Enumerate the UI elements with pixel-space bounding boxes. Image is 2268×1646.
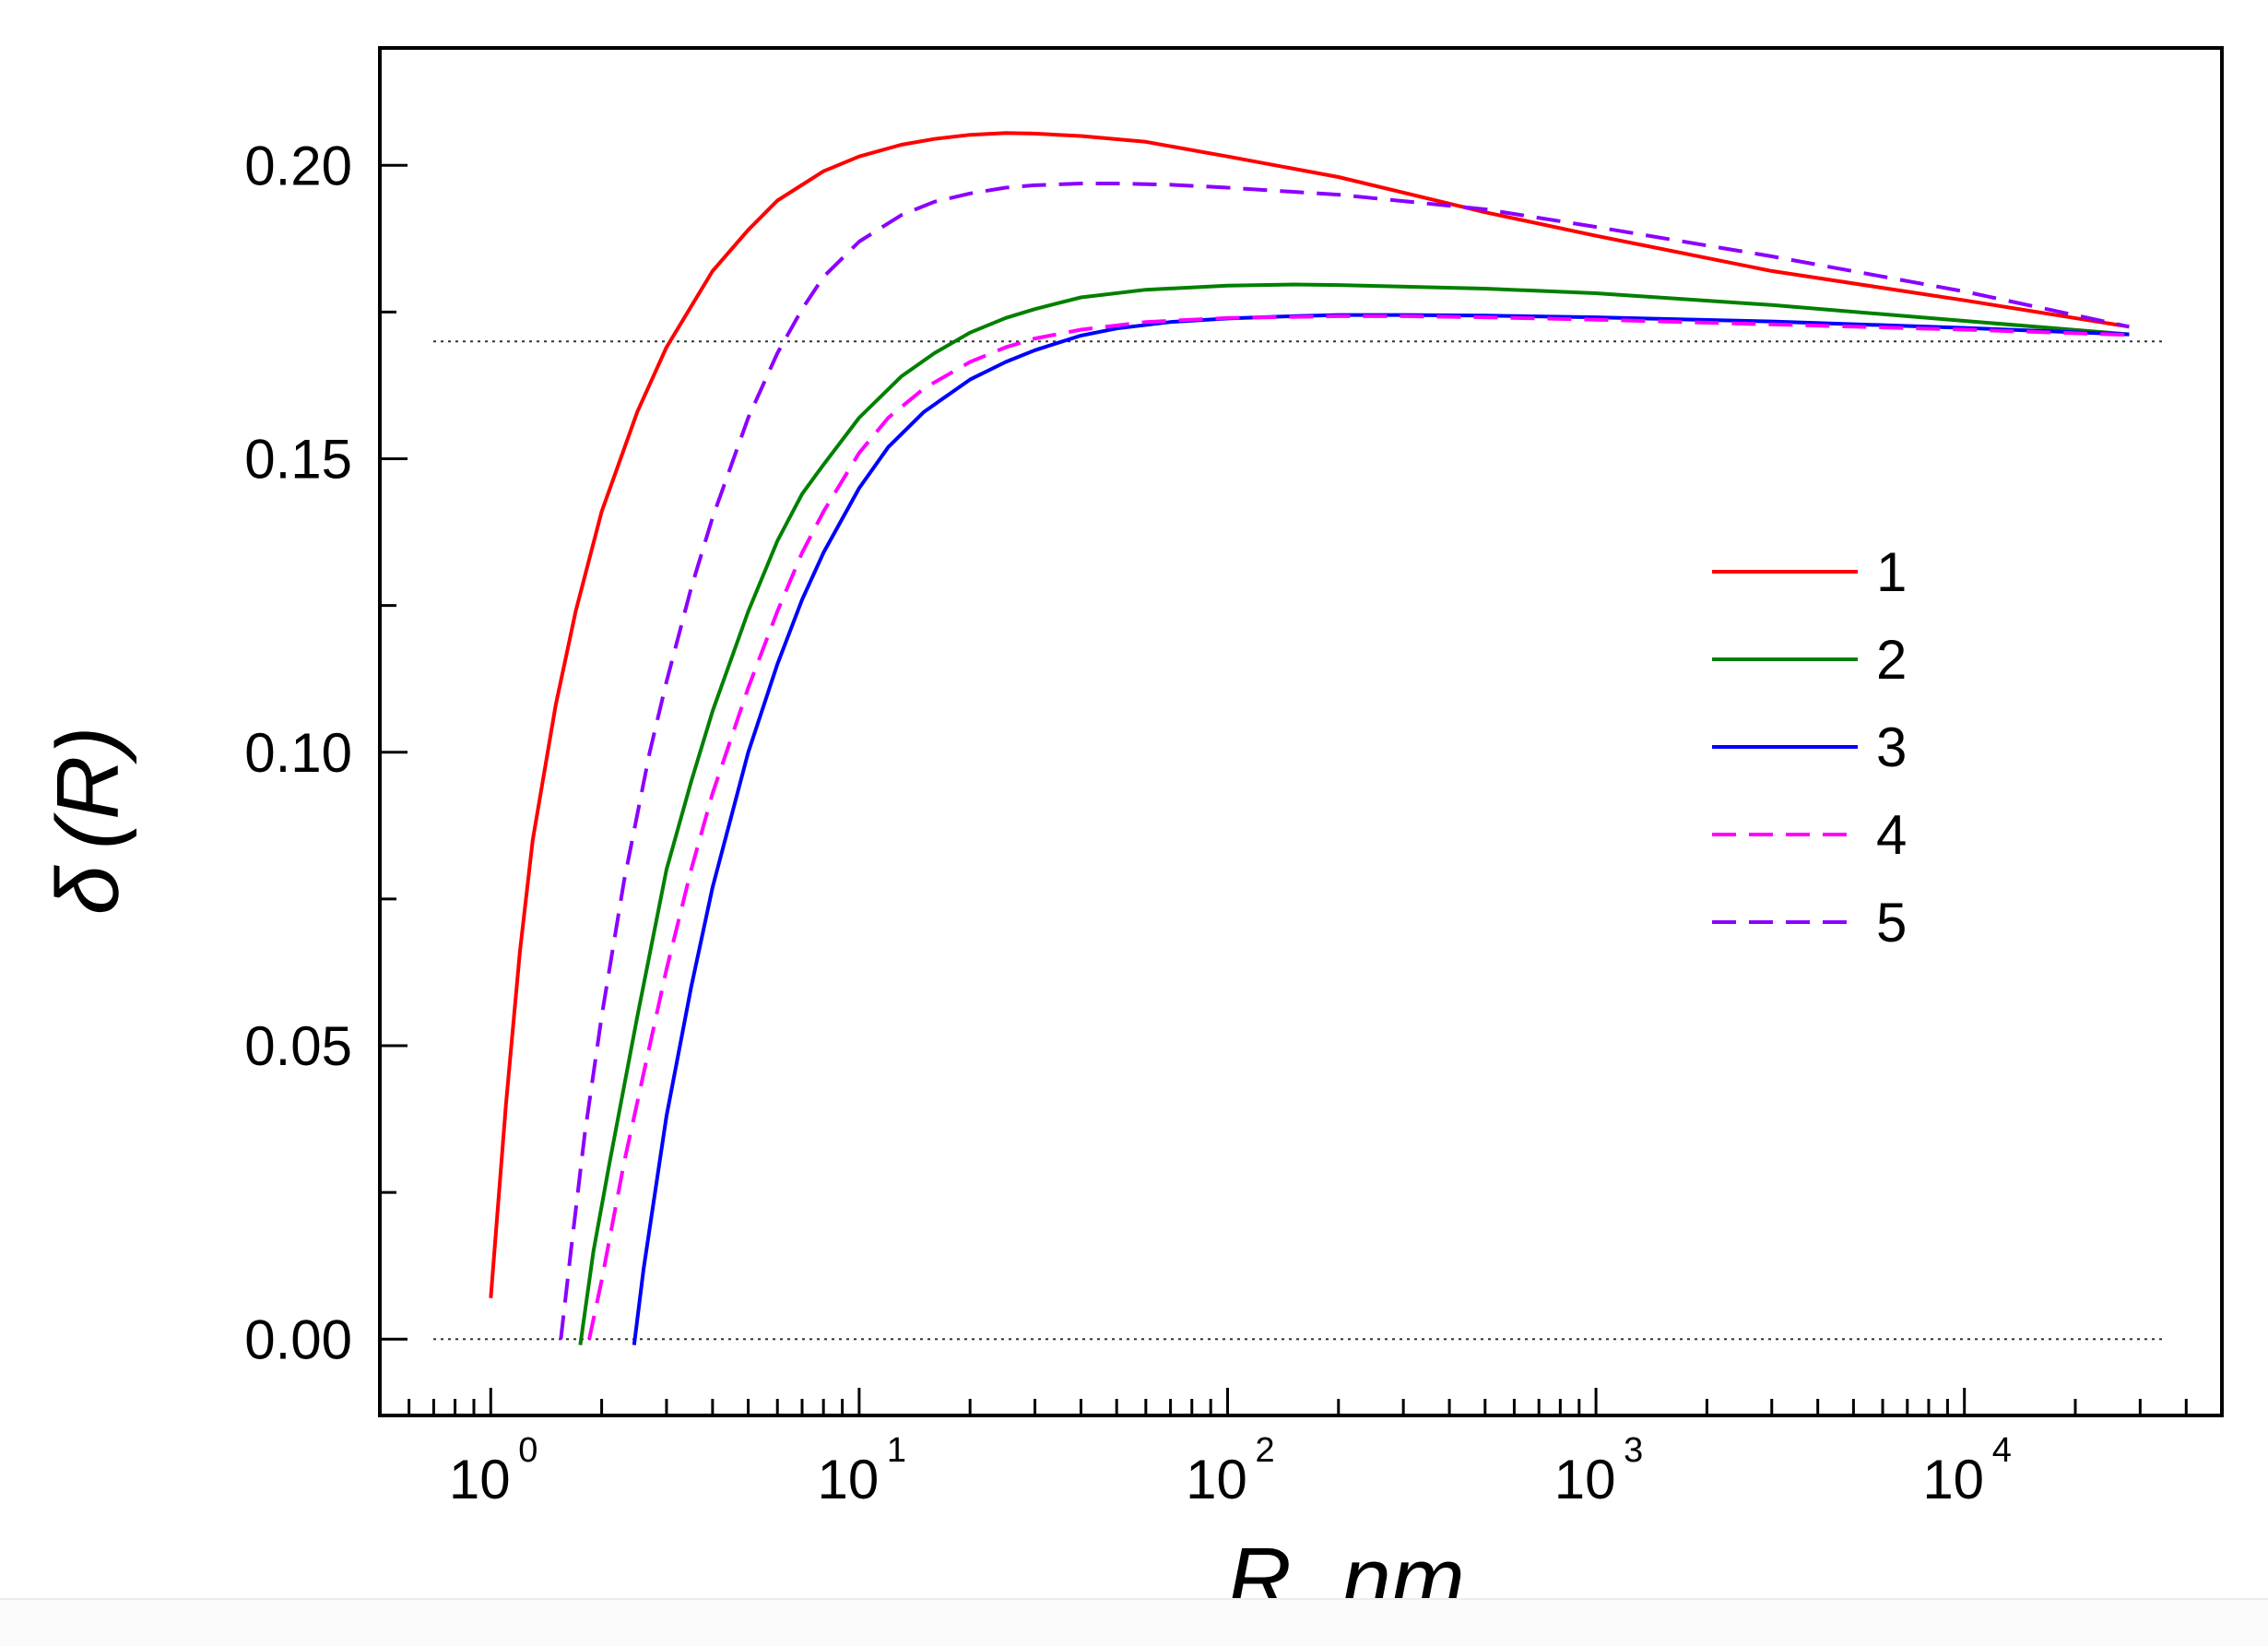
- y-axis-symbol: δ: [39, 864, 137, 915]
- x-tick-base: 10: [1554, 1449, 1616, 1510]
- y-axis-tick-labels: 0.00 0.05 0.10 0.15 0.20: [244, 135, 352, 1370]
- legend-label-5: 5: [1876, 892, 1907, 953]
- series-2-line: [578, 282, 2130, 1345]
- x-tick-base: 10: [1186, 1449, 1247, 1510]
- y-tick-label-1: 0.05: [244, 1015, 352, 1077]
- legend-label-2: 2: [1876, 629, 1907, 691]
- y-tick-label-0: 0.00: [244, 1309, 352, 1370]
- x-tick-exponent: 4: [1992, 1431, 2012, 1470]
- y-axis-title: δ(R): [39, 727, 137, 916]
- y-axis-ticks: [380, 163, 408, 1341]
- x-tick-exponent: 3: [1624, 1431, 1643, 1470]
- x-tick-label-0: 10 0: [449, 1431, 538, 1510]
- x-tick-exponent: 1: [887, 1431, 906, 1470]
- legend-label-4: 4: [1876, 804, 1907, 866]
- plot-frame: [378, 46, 2224, 1417]
- x-tick-base: 10: [449, 1449, 511, 1510]
- y-tick-label-4: 0.20: [244, 135, 352, 196]
- x-tick-label-3: 10 3: [1554, 1431, 1644, 1510]
- x-tick-label-1: 10 1: [818, 1431, 907, 1510]
- x-tick-label-2: 10 2: [1186, 1431, 1275, 1510]
- x-tick-label-4: 10 4: [1922, 1431, 2012, 1510]
- x-tick-exponent: 2: [1255, 1431, 1274, 1470]
- x-axis-ticks: [378, 1388, 2224, 1415]
- series-4-line: [587, 314, 2130, 1340]
- series-5-line: [559, 182, 2130, 1340]
- x-tick-exponent: 0: [518, 1431, 537, 1470]
- series-1-line: [489, 131, 2130, 1298]
- legend: 1 2 3 4 5: [1712, 541, 1907, 953]
- y-tick-label-2: 0.10: [244, 722, 352, 784]
- series-layer: [489, 131, 2130, 1345]
- legend-label-1: 1: [1876, 541, 1907, 603]
- y-axis-var: R: [39, 756, 137, 820]
- x-axis-tick-labels: 10 0 10 1 10 2 10 3 10 4: [449, 1431, 2012, 1510]
- x-tick-base: 10: [818, 1449, 880, 1510]
- legend-label-3: 3: [1876, 716, 1907, 778]
- y-tick-label-3: 0.15: [244, 429, 352, 491]
- reference-lines: [433, 340, 2162, 1341]
- bottom-strip: [0, 1598, 2268, 1646]
- x-tick-base: 10: [1922, 1449, 1984, 1510]
